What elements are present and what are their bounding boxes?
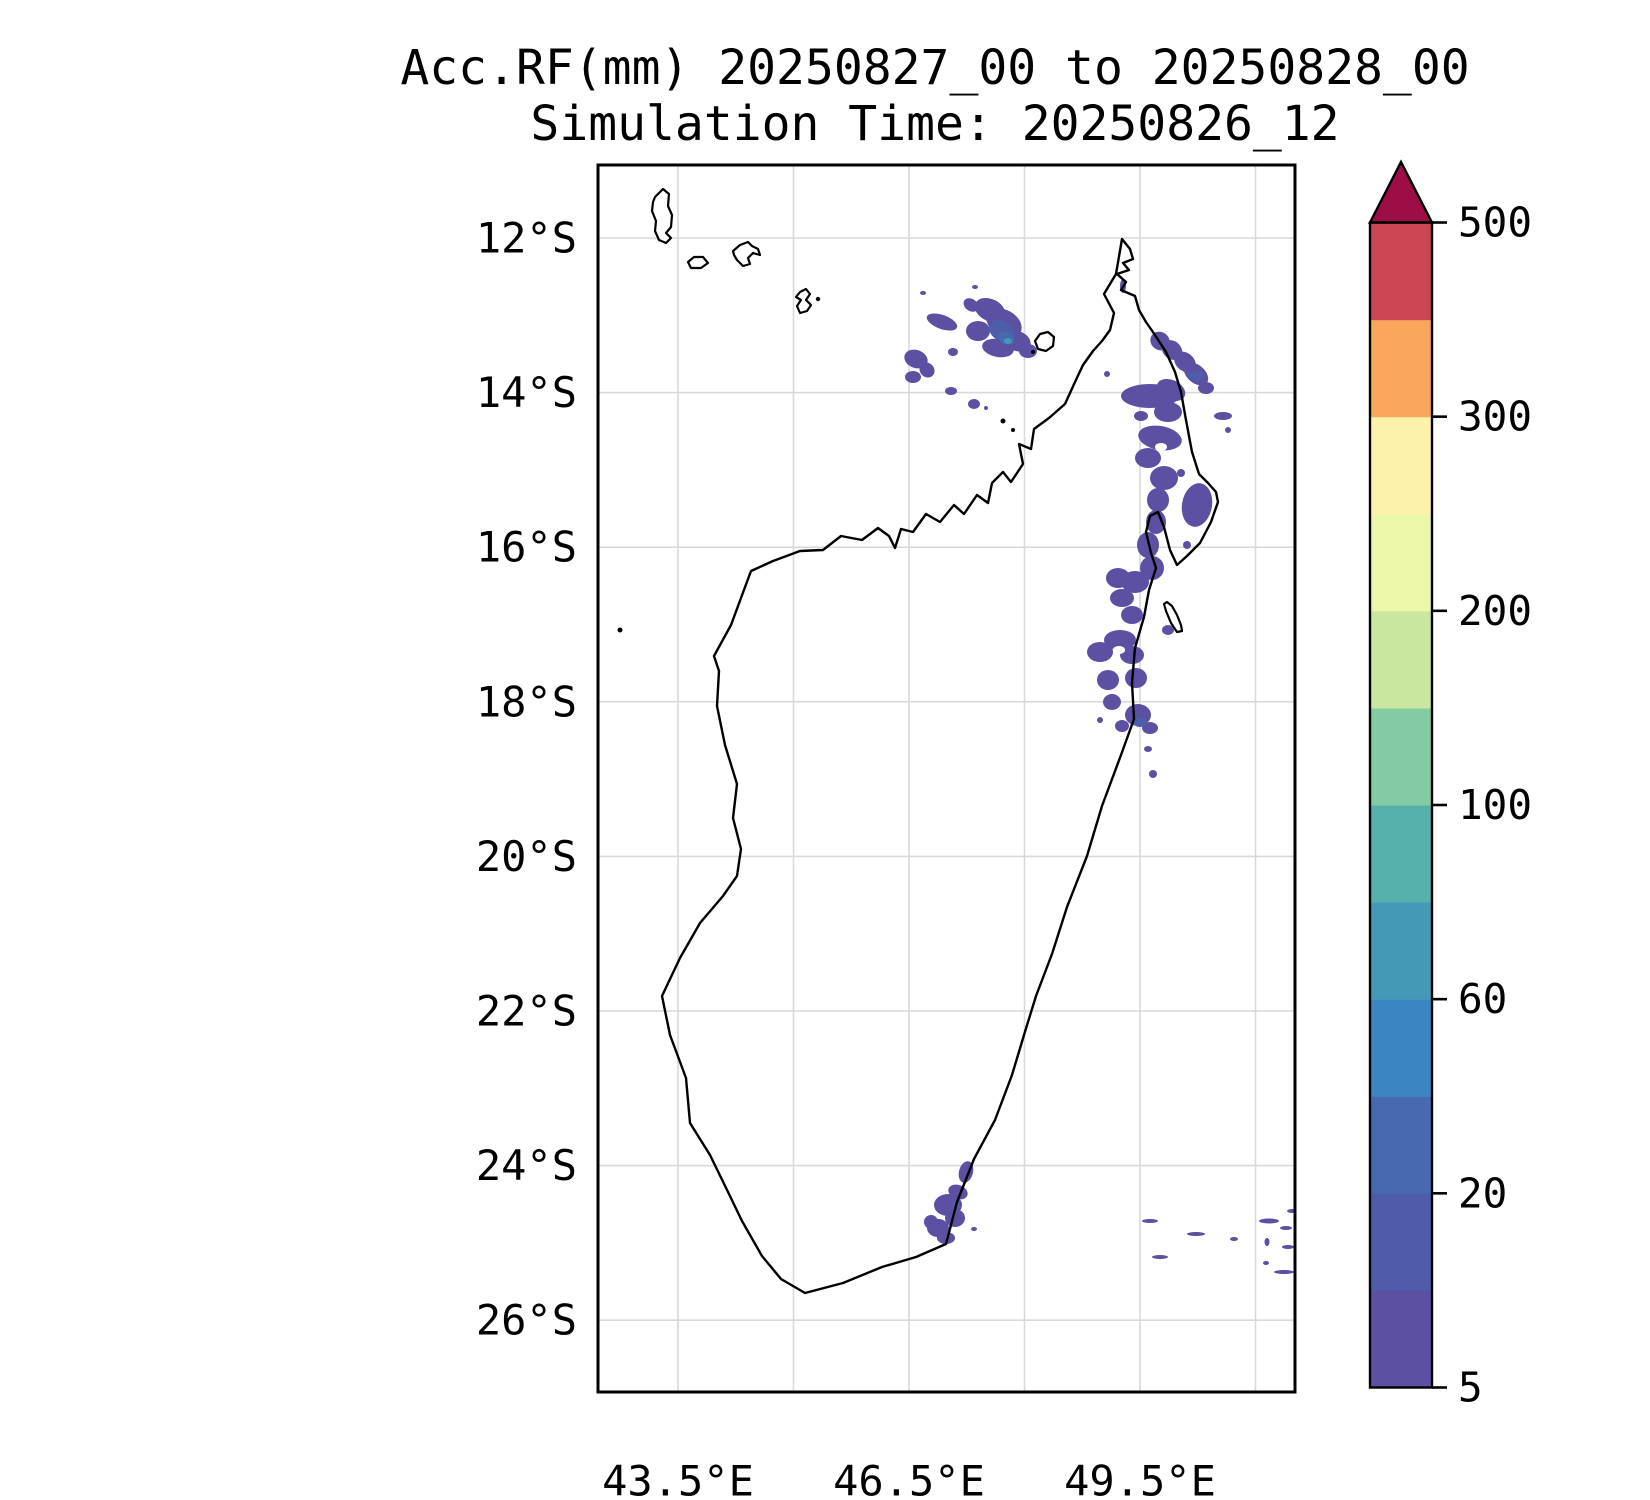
plot-title: Acc.RF(mm) 20250827_00 to 20250828_00 [400,40,1469,96]
colorbar-segment-40-60 [1370,999,1432,1097]
ytick-label-24: 24°S [476,1141,577,1190]
colorbar-tick-label-300: 300 [1458,393,1532,441]
axis-labels: 12°S 14°S 16°S 18°S 20°S 22°S 24°S 26°S 43.5°E 46… [476,214,1216,1500]
xtick-label-49.5: 49.5°E [1064,1457,1216,1500]
colorbar-segment-100-150 [1370,707,1432,806]
colorbar-segment-150-200 [1370,610,1432,709]
colorbar: 5 20 60 100 200 300 500 [1368,159,1532,1412]
colorbar-segment-10-20 [1370,1193,1432,1292]
colorbar-extend-arrow [1368,159,1434,224]
islet-dot [617,627,623,633]
colorbar-segment-300-400 [1370,319,1432,418]
ytick-label-26: 26°S [476,1296,577,1345]
islet-dot [1011,428,1015,432]
colorbar-segment-200-250 [1370,513,1432,612]
island-grande-comore [650,187,674,245]
colorbar-tick-label-20: 20 [1458,1169,1507,1217]
islet-dot [815,296,821,302]
colorbar-tick-label-5: 5 [1458,1364,1483,1412]
islet-dot [1000,418,1006,424]
xtick-label-43.5: 43.5°E [602,1457,754,1500]
colorbar-tick-label-200: 200 [1458,587,1532,635]
colorbar-segment-250-300 [1370,416,1432,515]
ytick-label-14: 14°S [476,368,577,417]
xtick-label-46.5: 46.5°E [833,1457,985,1500]
island-anjouan [731,240,762,268]
graticule [598,165,1295,1392]
colorbar-tick-label-60: 60 [1458,975,1507,1023]
coastlines [617,187,1220,1295]
ytick-label-16: 16°S [476,523,577,572]
rain-offshore-dashes [1142,1209,1295,1274]
island-nosy-be [1033,330,1056,353]
islet-dot [1031,350,1035,354]
rain-east-coast-band [1087,279,1232,778]
plot-subtitle: Simulation Time: 20250826_12 [530,96,1339,152]
colorbar-segment-60-80 [1370,902,1432,1000]
island-sainte-marie [1162,600,1184,634]
colorbar-segment-5-10 [1370,1290,1432,1389]
ytick-label-18: 18°S [476,677,577,726]
ytick-label-12: 12°S [476,214,577,263]
colorbar-tick-label-500: 500 [1458,199,1532,247]
rainfall-shading [904,279,1295,1274]
colorbar-tick-label-100: 100 [1458,781,1532,829]
colorbar-segment-20-40 [1370,1096,1432,1194]
colorbar-segment-80-100 [1370,805,1432,903]
ytick-label-22: 22°S [476,987,577,1036]
colorbar-segment-400-500 [1370,222,1432,321]
island-mayotte [794,287,813,315]
map-frame [596,163,1297,1394]
island-moheli [686,255,710,270]
rain-northwest-cluster [904,285,1037,410]
madagascar-coastline [660,237,1220,1295]
ytick-label-20: 20°S [476,832,577,881]
rain-core-teal [1004,338,1012,344]
